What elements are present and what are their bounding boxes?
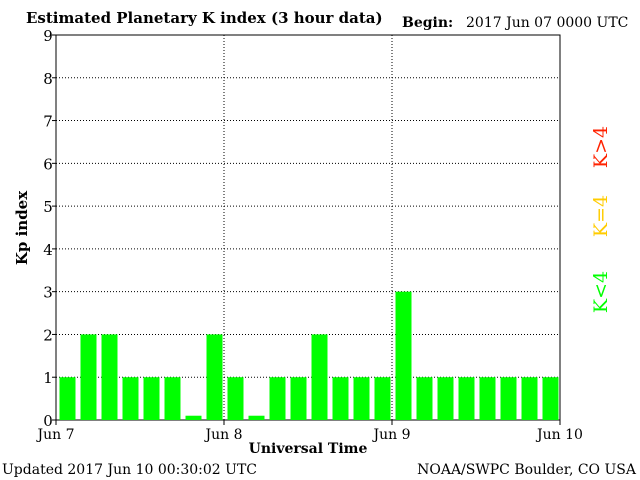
y-axis-ticks: 0 1 2 3 4 5 6 7 8 9 [43, 27, 56, 430]
kp-bar [374, 377, 391, 420]
y-tick-label: 6 [43, 155, 53, 173]
kp-bar [59, 377, 76, 420]
kp-bar [437, 377, 454, 420]
y-tick-label: 7 [43, 113, 53, 131]
gridlines [56, 35, 560, 420]
kp-bar [185, 415, 202, 420]
y-tick-label: 3 [43, 284, 53, 302]
y-tick-label: 9 [43, 27, 53, 45]
kp-bar [290, 377, 307, 420]
kp-bar [101, 334, 118, 420]
x-tick-label: Jun 9 [371, 427, 410, 443]
plot-frame [55, 34, 561, 421]
y-tick-label: 0 [43, 412, 53, 430]
kp-bar [80, 334, 97, 420]
x-tick-label: Jun 10 [535, 427, 583, 443]
kp-bar [227, 377, 244, 420]
kp-bar [164, 377, 181, 420]
kp-bar [143, 377, 160, 420]
source-credit: NOAA/SWPC Boulder, CO USA [417, 462, 637, 478]
legend-high: K>4 [590, 126, 612, 168]
y-tick-label: 2 [43, 326, 53, 344]
kp-bar [458, 377, 475, 420]
bars [59, 291, 559, 420]
updated-timestamp: Updated 2017 Jun 10 00:30:02 UTC [2, 462, 257, 478]
legend-low: K<4 [590, 271, 612, 313]
kp-bar [479, 377, 496, 420]
x-axis-ticks: Jun 7 Jun 8 Jun 9 Jun 10 [35, 420, 583, 443]
x-tick-label: Jun 7 [35, 427, 74, 443]
y-tick-label: 4 [43, 241, 53, 259]
kp-bar [500, 377, 517, 420]
begin-value: 2017 Jun 07 0000 UTC [466, 15, 628, 31]
kp-bar [269, 377, 286, 420]
kp-bar [395, 291, 412, 420]
kp-bar [353, 377, 370, 420]
chart-title: Estimated Planetary K index (3 hour data… [26, 9, 383, 27]
begin-label: Begin: [402, 15, 453, 31]
x-axis-label: Universal Time [249, 441, 368, 457]
kp-bar [122, 377, 139, 420]
x-tick-label: Jun 8 [203, 427, 242, 443]
kp-bar [248, 415, 265, 420]
y-tick-label: 5 [43, 198, 53, 216]
legend-equal: K=4 [590, 195, 612, 237]
kp-bar [311, 334, 328, 420]
kp-bar [521, 377, 538, 420]
y-axis-label: Kp index [13, 190, 31, 265]
kp-bar [542, 377, 559, 420]
kp-bar [206, 334, 223, 420]
y-tick-label: 8 [43, 70, 53, 88]
kp-bar [416, 377, 433, 420]
y-tick-label: 1 [43, 369, 53, 387]
kp-bar [332, 377, 349, 420]
